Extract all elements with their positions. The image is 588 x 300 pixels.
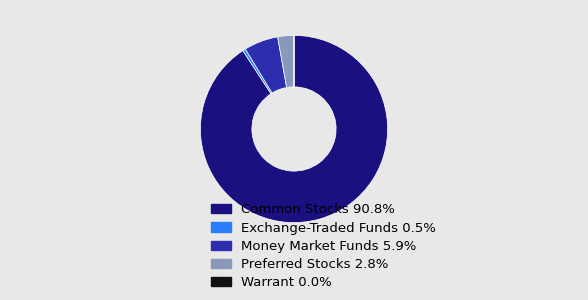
Wedge shape <box>278 35 294 88</box>
Wedge shape <box>245 37 286 93</box>
Legend: Common Stocks 90.8%, Exchange-Traded Funds 0.5%, Money Market Funds 5.9%, Prefer: Common Stocks 90.8%, Exchange-Traded Fun… <box>207 200 440 293</box>
Wedge shape <box>201 35 387 223</box>
Wedge shape <box>243 49 272 94</box>
